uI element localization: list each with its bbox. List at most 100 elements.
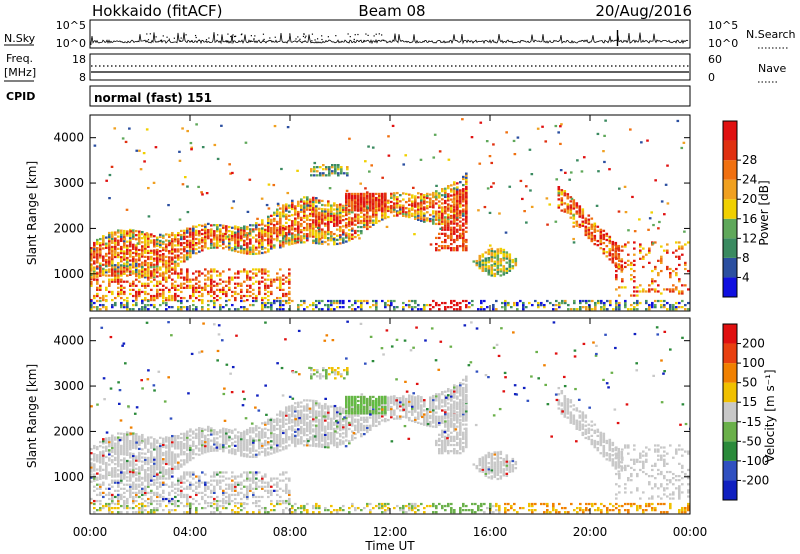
data-cell (675, 271, 678, 275)
data-cell (291, 205, 294, 209)
data-cell (435, 214, 438, 217)
data-cell (333, 301, 336, 305)
data-cell (228, 430, 231, 434)
data-cell (321, 406, 324, 410)
data-cell (99, 459, 102, 462)
data-cell (599, 228, 603, 231)
data-cell (183, 451, 186, 454)
data-cell (138, 453, 141, 457)
data-cell (165, 436, 168, 439)
data-cell (153, 235, 156, 238)
data-cell (168, 250, 171, 253)
data-cell (102, 243, 105, 246)
data-cell (264, 234, 267, 238)
data-cell (441, 208, 444, 211)
data-cell (282, 415, 285, 418)
data-cell (252, 268, 255, 271)
data-cell (222, 226, 225, 229)
data-cell (267, 290, 270, 294)
data-cell (147, 450, 150, 453)
data-cell (405, 207, 408, 210)
data-cell (534, 299, 537, 303)
data-cell (108, 244, 111, 247)
data-cell (135, 248, 138, 251)
data-cell (168, 467, 171, 470)
data-cell (444, 224, 447, 227)
data-cell (351, 194, 354, 198)
data-cell (207, 247, 210, 250)
data-cell (288, 204, 291, 207)
data-cell (258, 250, 261, 253)
data-cell (147, 186, 150, 190)
data-cell (567, 303, 570, 307)
data-cell (147, 448, 150, 451)
data-cell (357, 428, 360, 432)
data-cell (438, 212, 441, 215)
data-cell (420, 217, 423, 220)
data-cell (174, 465, 177, 468)
data-cell (195, 270, 198, 273)
data-cell (557, 198, 561, 201)
data-cell (588, 306, 591, 309)
data-cell (186, 256, 189, 259)
data-cell (567, 308, 570, 311)
data-cell (162, 451, 165, 455)
data-cell (375, 301, 378, 305)
data-cell (575, 224, 579, 227)
data-cell (444, 189, 447, 192)
data-cell (114, 452, 117, 456)
data-cell (393, 192, 396, 195)
data-cell (456, 236, 459, 240)
data-cell (375, 308, 378, 311)
data-cell (288, 268, 291, 271)
data-cell (336, 413, 339, 416)
nsearch-tick-top: 10^5 (708, 19, 738, 32)
data-cell (621, 245, 624, 248)
data-cell (186, 231, 189, 234)
data-cell (186, 430, 189, 433)
data-cell (487, 271, 491, 274)
data-cell (213, 232, 216, 235)
data-cell (186, 446, 189, 450)
data-cell (315, 197, 318, 200)
data-cell (465, 249, 468, 252)
data-cell (528, 148, 532, 151)
data-cell (366, 194, 369, 198)
data-cell (303, 220, 306, 223)
data-cell (177, 274, 180, 277)
data-cell (246, 234, 249, 237)
data-cell (306, 198, 309, 201)
data-cell (243, 270, 246, 273)
data-cell (123, 453, 126, 456)
data-cell (462, 200, 465, 203)
data-cell (327, 214, 330, 217)
data-cell (243, 446, 246, 450)
data-cell (493, 252, 497, 255)
data-cell (198, 250, 201, 253)
data-cell (147, 264, 150, 267)
data-cell (504, 303, 507, 307)
data-cell (225, 438, 228, 441)
data-cell (219, 224, 222, 227)
data-cell (318, 308, 321, 311)
data-cell (593, 228, 597, 231)
data-cell (189, 229, 192, 232)
data-cell (99, 248, 102, 251)
data-cell (342, 301, 345, 305)
data-cell (159, 235, 162, 238)
data-cell (548, 203, 552, 206)
data-cell (123, 449, 126, 452)
data-cell (204, 286, 207, 289)
data-cell (663, 288, 666, 291)
data-cell (120, 274, 123, 277)
data-cell (195, 225, 198, 228)
data-cell (198, 431, 201, 434)
data-cell (132, 235, 135, 238)
data-cell (621, 280, 624, 283)
data-cell (120, 436, 123, 439)
data-cell (129, 232, 132, 236)
data-cell (150, 235, 153, 238)
data-cell (210, 449, 213, 452)
data-cell (264, 441, 267, 445)
